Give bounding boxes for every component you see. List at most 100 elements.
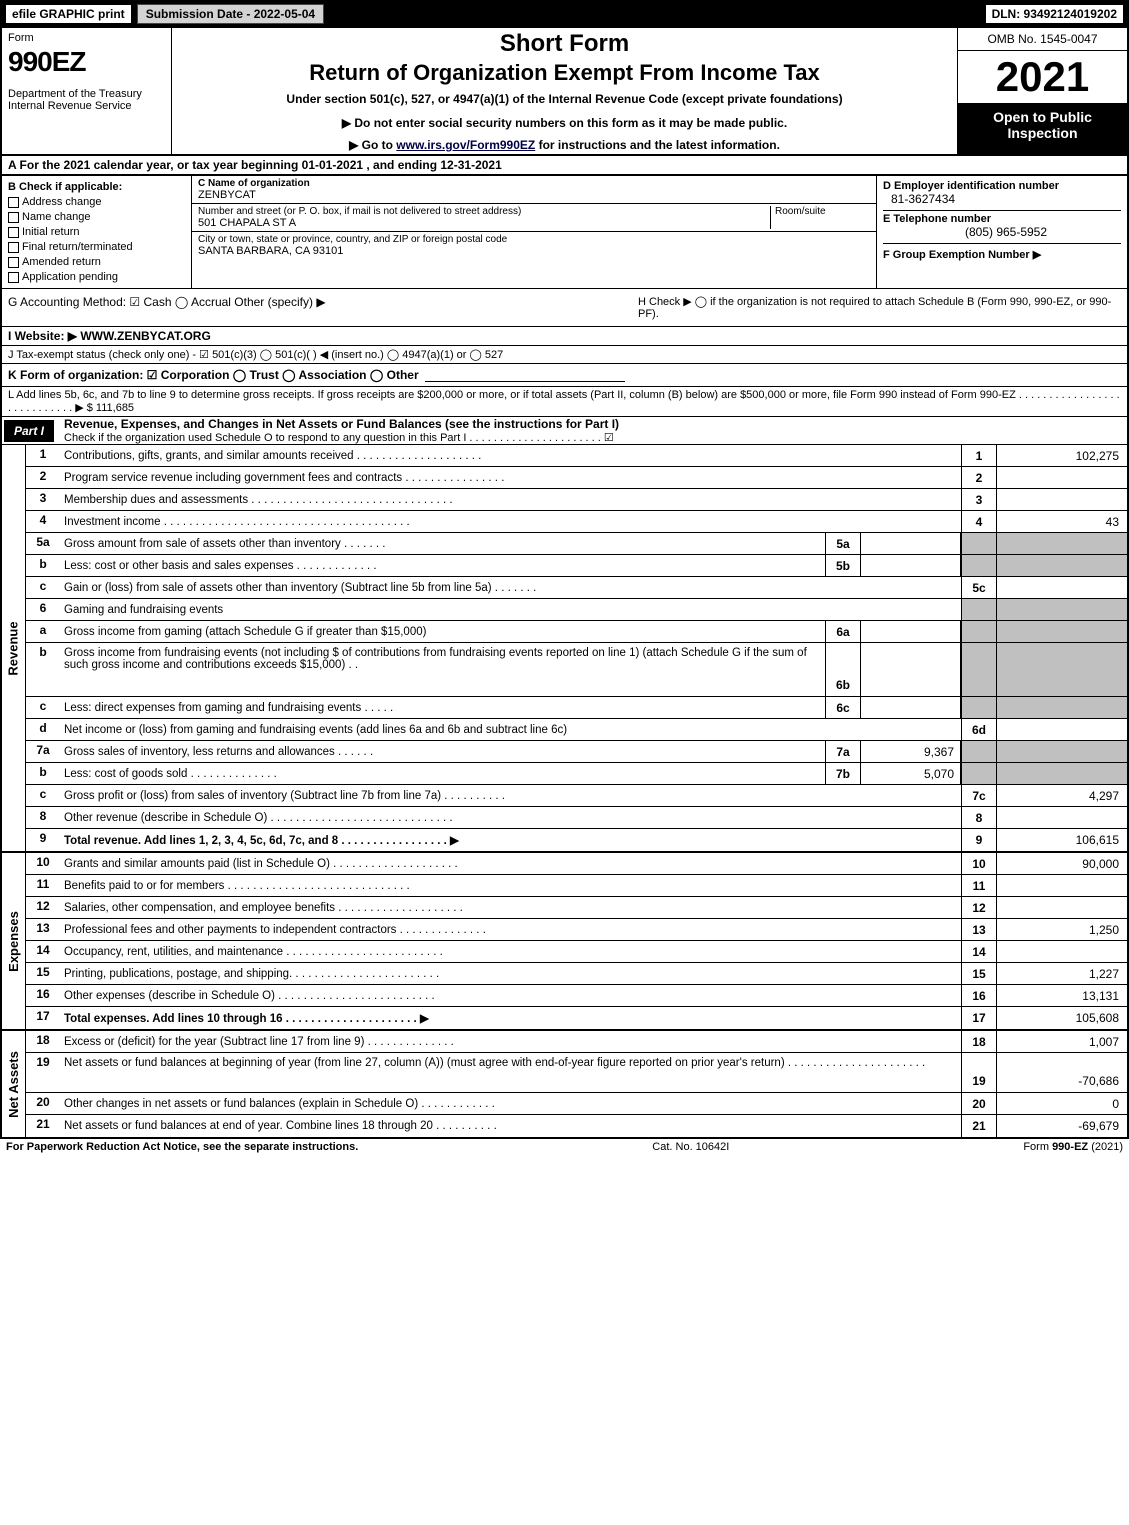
ln13-rv: 1,250 bbox=[997, 919, 1127, 940]
line-5a: 5aGross amount from sale of assets other… bbox=[26, 533, 1127, 555]
row-k-form-org: K Form of organization: ☑ Corporation ◯ … bbox=[0, 364, 1129, 387]
subtitle-3: ▶ Go to www.irs.gov/Form990EZ for instru… bbox=[180, 138, 949, 152]
ln7b-rv-grey bbox=[997, 763, 1127, 784]
checkbox-amended-return[interactable]: Amended return bbox=[8, 256, 185, 268]
ln5c-desc: Gain or (loss) from sale of assets other… bbox=[60, 577, 961, 598]
ln10-num: 10 bbox=[26, 853, 60, 874]
ln9-desc: Total revenue. Add lines 1, 2, 3, 4, 5c,… bbox=[60, 829, 961, 851]
ln20-num: 20 bbox=[26, 1093, 60, 1114]
ln21-rv: -69,679 bbox=[997, 1115, 1127, 1137]
header-left: Form 990EZ Department of the Treasury In… bbox=[2, 28, 172, 154]
ln5a-rn-grey bbox=[961, 533, 997, 554]
ln5c-rn: 5c bbox=[961, 577, 997, 598]
ln6d-rv bbox=[997, 719, 1127, 740]
tax-year: 2021 bbox=[958, 51, 1127, 103]
ln7b-num: b bbox=[26, 763, 60, 784]
checkbox-application-pending[interactable]: Application pending bbox=[8, 271, 185, 283]
line-19: 19Net assets or fund balances at beginni… bbox=[26, 1053, 1127, 1093]
c-name-block: C Name of organization ZENBYCAT bbox=[192, 176, 876, 204]
revenue-side-label: Revenue bbox=[2, 445, 26, 851]
label-name-change: Name change bbox=[22, 211, 91, 223]
checkbox-address-change[interactable]: Address change bbox=[8, 196, 185, 208]
short-form-label: Short Form bbox=[180, 30, 949, 58]
checkbox-name-change[interactable]: Name change bbox=[8, 211, 185, 223]
line-1: 1Contributions, gifts, grants, and simil… bbox=[26, 445, 1127, 467]
ln9-rn: 9 bbox=[961, 829, 997, 851]
line-13: 13Professional fees and other payments t… bbox=[26, 919, 1127, 941]
line-15: 15Printing, publications, postage, and s… bbox=[26, 963, 1127, 985]
k-underline bbox=[425, 368, 625, 382]
subtitle-2: ▶ Do not enter social security numbers o… bbox=[180, 116, 949, 130]
k-label: K Form of organization: ☑ Corporation ◯ … bbox=[8, 368, 419, 382]
line-3: 3Membership dues and assessments . . . .… bbox=[26, 489, 1127, 511]
ln6b-rv-grey bbox=[997, 643, 1127, 696]
ln5a-mn: 5a bbox=[825, 533, 861, 554]
accounting-method: G Accounting Method: ☑ Cash ◯ Accrual Ot… bbox=[2, 289, 632, 326]
ln6-rv-grey bbox=[997, 599, 1127, 620]
ln1-desc: Contributions, gifts, grants, and simila… bbox=[60, 445, 961, 466]
ln6c-rv-grey bbox=[997, 697, 1127, 718]
ln6b-mn: 6b bbox=[825, 643, 861, 696]
ln6a-num: a bbox=[26, 621, 60, 642]
label-address-change: Address change bbox=[22, 196, 102, 208]
line-6a: aGross income from gaming (attach Schedu… bbox=[26, 621, 1127, 643]
column-b-checkboxes: B Check if applicable: Address change Na… bbox=[2, 176, 192, 288]
ln5b-desc: Less: cost or other basis and sales expe… bbox=[60, 555, 825, 576]
org-city: SANTA BARBARA, CA 93101 bbox=[198, 245, 870, 257]
net-assets-body: 18Excess or (deficit) for the year (Subt… bbox=[26, 1031, 1127, 1137]
ln13-rn: 13 bbox=[961, 919, 997, 940]
ln6c-mn: 6c bbox=[825, 697, 861, 718]
ln1-rv: 102,275 bbox=[997, 445, 1127, 466]
ln6a-mn: 6a bbox=[825, 621, 861, 642]
phone-value: (805) 965-5952 bbox=[891, 225, 1121, 239]
ln4-rv: 43 bbox=[997, 511, 1127, 532]
subtitle-3-pre: ▶ Go to bbox=[349, 138, 396, 152]
ln7c-desc: Gross profit or (loss) from sales of inv… bbox=[60, 785, 961, 806]
h-schedule-b: H Check ▶ ◯ if the organization is not r… bbox=[632, 289, 1127, 326]
checkbox-final-return[interactable]: Final return/terminated bbox=[8, 241, 185, 253]
ln6b-desc: Gross income from fundraising events (no… bbox=[60, 643, 825, 696]
revenue-label: Revenue bbox=[6, 621, 21, 675]
ln20-rv: 0 bbox=[997, 1093, 1127, 1114]
c-street-block: Number and street (or P. O. box, if mail… bbox=[192, 204, 876, 232]
ln17-rv: 105,608 bbox=[997, 1007, 1127, 1029]
b-label: B Check if applicable: bbox=[8, 181, 185, 193]
ln7a-rn-grey bbox=[961, 741, 997, 762]
line-7c: cGross profit or (loss) from sales of in… bbox=[26, 785, 1127, 807]
org-street: 501 CHAPALA ST A bbox=[198, 217, 770, 229]
ln6b-rn-grey bbox=[961, 643, 997, 696]
ln11-rn: 11 bbox=[961, 875, 997, 896]
footer-right-post: (2021) bbox=[1088, 1141, 1123, 1153]
ln20-desc: Other changes in net assets or fund bala… bbox=[60, 1093, 961, 1114]
line-8: 8Other revenue (describe in Schedule O) … bbox=[26, 807, 1127, 829]
ln7b-mv: 5,070 bbox=[861, 763, 961, 784]
ln10-rn: 10 bbox=[961, 853, 997, 874]
row-i-website: I Website: ▶ WWW.ZENBYCAT.ORG bbox=[0, 327, 1129, 346]
ln2-desc: Program service revenue including govern… bbox=[60, 467, 961, 488]
ln15-desc: Printing, publications, postage, and shi… bbox=[60, 963, 961, 984]
e-phone-block: E Telephone number (805) 965-5952 bbox=[883, 211, 1121, 244]
omb-number: OMB No. 1545-0047 bbox=[958, 28, 1127, 51]
ln7a-num: 7a bbox=[26, 741, 60, 762]
ln11-num: 11 bbox=[26, 875, 60, 896]
ln6d-rn: 6d bbox=[961, 719, 997, 740]
ln16-rn: 16 bbox=[961, 985, 997, 1006]
irs-link[interactable]: www.irs.gov/Form990EZ bbox=[396, 138, 535, 152]
ln6d-num: d bbox=[26, 719, 60, 740]
ln5a-desc: Gross amount from sale of assets other t… bbox=[60, 533, 825, 554]
ln15-rn: 15 bbox=[961, 963, 997, 984]
ln14-rn: 14 bbox=[961, 941, 997, 962]
checkbox-initial-return[interactable]: Initial return bbox=[8, 226, 185, 238]
ln10-desc: Grants and similar amounts paid (list in… bbox=[60, 853, 961, 874]
form-number: 990EZ bbox=[8, 46, 165, 78]
ln8-rv bbox=[997, 807, 1127, 828]
part-1-header: Part I Revenue, Expenses, and Changes in… bbox=[0, 417, 1129, 445]
line-11: 11Benefits paid to or for members . . . … bbox=[26, 875, 1127, 897]
row-l-gross-receipts: L Add lines 5b, 6c, and 7b to line 9 to … bbox=[0, 387, 1129, 417]
ln16-desc: Other expenses (describe in Schedule O) … bbox=[60, 985, 961, 1006]
ln1-num: 1 bbox=[26, 445, 60, 466]
footer-right-pre: Form bbox=[1023, 1141, 1052, 1153]
ln21-num: 21 bbox=[26, 1115, 60, 1137]
ln5a-rv-grey bbox=[997, 533, 1127, 554]
ln6a-rv-grey bbox=[997, 621, 1127, 642]
